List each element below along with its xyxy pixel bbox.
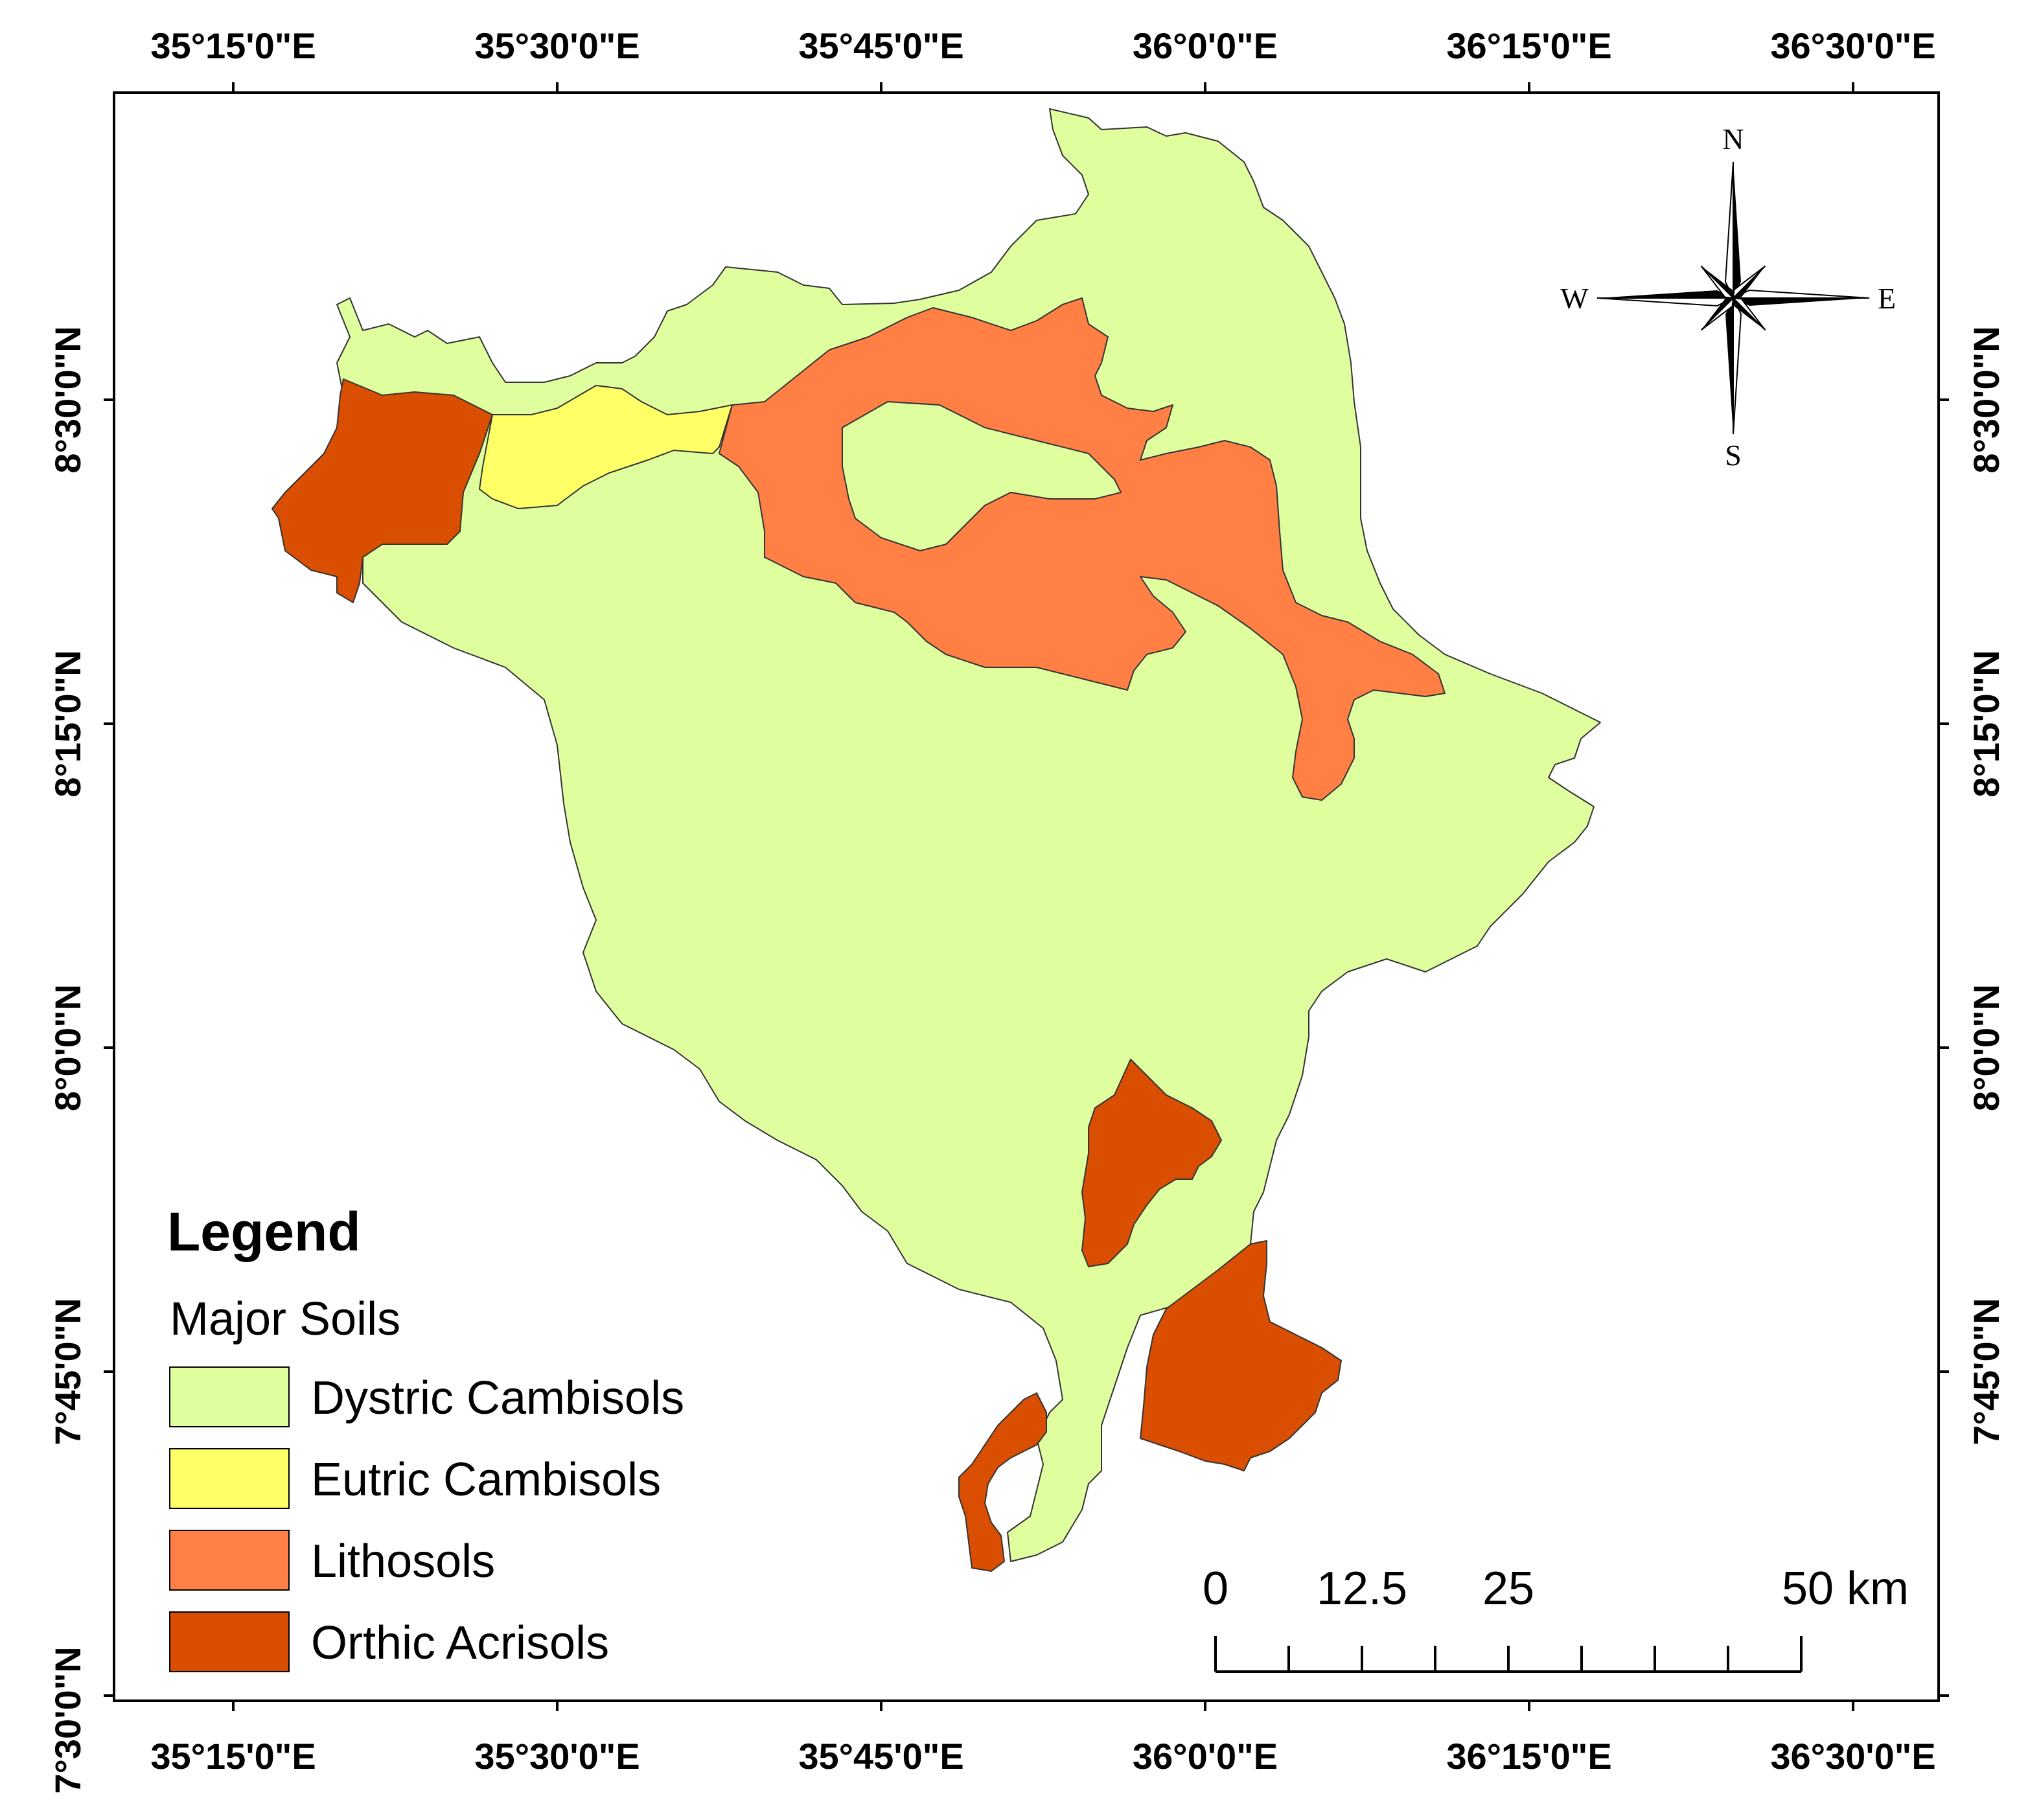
tick-marks xyxy=(104,82,1949,1711)
lat-label: 8°15'0"N xyxy=(47,650,88,797)
legend: Legend Major Soils Dystric Cambisols Eut… xyxy=(167,1201,684,1672)
legend-title: Legend xyxy=(167,1201,361,1262)
lat-label: 8°30'0"N xyxy=(1966,326,2007,473)
lon-label: 35°15'0"E xyxy=(150,25,316,66)
lithosols-region xyxy=(719,297,1446,801)
scale-bar-line xyxy=(1214,1636,1803,1673)
lon-label: 36°15'0"E xyxy=(1446,1736,1611,1777)
longitude-labels-top: 35°15'0"E 35°30'0"E 35°45'0"E 36°0'0"E 3… xyxy=(150,25,1935,66)
lon-label: 35°45'0"E xyxy=(798,1736,963,1777)
soil-regions xyxy=(271,108,1601,1572)
legend-swatch-eutric xyxy=(169,1448,290,1509)
compass-e-label: E xyxy=(1878,282,1896,315)
scale-bar: 0 12.5 25 50 km xyxy=(1203,1563,1909,1673)
lon-label: 36°15'0"E xyxy=(1446,25,1611,66)
scale-label-25: 25 xyxy=(1482,1563,1534,1615)
lat-label: 7°30'0"N xyxy=(47,1646,88,1793)
lat-label: 8°30'0"N xyxy=(47,326,88,473)
lon-label: 36°0'0"E xyxy=(1133,25,1278,66)
lon-label: 35°30'0"E xyxy=(474,25,640,66)
lat-label: 8°0'0"N xyxy=(1966,984,2007,1111)
scale-label-50km: 50 km xyxy=(1782,1563,1909,1615)
orthic-acrisols-region-southwest xyxy=(958,1392,1047,1572)
lon-label: 36°30'0"E xyxy=(1770,1736,1935,1777)
longitude-labels-bottom: 35°15'0"E 35°30'0"E 35°45'0"E 36°0'0"E 3… xyxy=(150,1736,1935,1777)
map-frame xyxy=(113,91,1940,1702)
legend-swatch-lithosols xyxy=(169,1530,290,1591)
lat-label: 8°15'0"N xyxy=(1966,650,2007,797)
lat-label: 8°0'0"N xyxy=(47,984,88,1111)
legend-label-dystric: Dystric Cambisols xyxy=(311,1372,684,1424)
compass-rose-icon xyxy=(1596,161,1870,435)
eutric-cambisols-region xyxy=(479,385,733,509)
orthic-acrisols-region-west xyxy=(271,378,493,603)
legend-subtitle: Major Soils xyxy=(170,1293,400,1345)
lon-label: 35°15'0"E xyxy=(150,1736,316,1777)
lon-label: 36°30'0"E xyxy=(1770,25,1935,66)
lon-label: 35°30'0"E xyxy=(474,1736,640,1777)
scale-label-0: 0 xyxy=(1203,1563,1228,1615)
lat-label: 7°45'0"N xyxy=(47,1298,88,1445)
lon-label: 36°0'0"E xyxy=(1133,1736,1278,1777)
legend-swatch-orthic xyxy=(169,1611,290,1672)
legend-swatch-dystric xyxy=(169,1366,290,1427)
orthic-acrisols-region-southeast xyxy=(1140,1240,1342,1471)
compass-n-label: N xyxy=(1722,122,1744,156)
orthic-acrisols-region-central xyxy=(1081,1059,1222,1267)
legend-label-orthic: Orthic Acrisols xyxy=(311,1617,609,1669)
latitude-labels-right: 8°30'0"N 8°15'0"N 8°0'0"N 7°45'0"N xyxy=(1966,326,2007,1445)
legend-label-lithosols: Lithosols xyxy=(311,1536,495,1587)
north-arrow: N S E W xyxy=(1560,122,1896,472)
latitude-labels-left: 8°30'0"N 8°15'0"N 8°0'0"N 7°45'0"N 7°30'… xyxy=(47,326,88,1793)
legend-label-eutric: Eutric Cambisols xyxy=(311,1454,661,1506)
lat-label: 7°45'0"N xyxy=(1966,1298,2007,1445)
scale-label-12-5: 12.5 xyxy=(1317,1563,1407,1615)
compass-w-label: W xyxy=(1560,282,1589,315)
lon-label: 35°45'0"E xyxy=(798,25,963,66)
compass-s-label: S xyxy=(1725,439,1742,472)
